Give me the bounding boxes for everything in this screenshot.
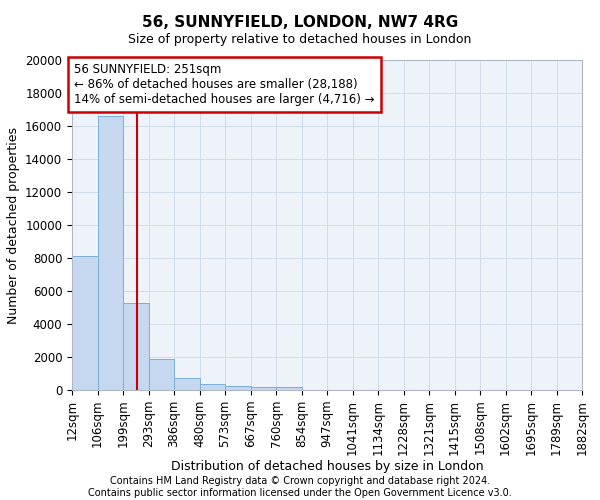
Text: Contains HM Land Registry data © Crown copyright and database right 2024.
Contai: Contains HM Land Registry data © Crown c… xyxy=(88,476,512,498)
X-axis label: Distribution of detached houses by size in London: Distribution of detached houses by size … xyxy=(170,460,484,473)
Bar xyxy=(174,378,200,390)
Bar xyxy=(251,386,276,390)
Bar xyxy=(123,302,149,390)
Text: 56 SUNNYFIELD: 251sqm
← 86% of detached houses are smaller (28,188)
14% of semi-: 56 SUNNYFIELD: 251sqm ← 86% of detached … xyxy=(74,64,374,106)
Bar xyxy=(149,360,174,390)
Bar xyxy=(225,386,251,390)
Bar xyxy=(72,256,98,390)
Bar xyxy=(276,387,302,390)
Bar xyxy=(98,116,123,390)
Bar xyxy=(200,384,225,390)
Y-axis label: Number of detached properties: Number of detached properties xyxy=(7,126,20,324)
Text: Size of property relative to detached houses in London: Size of property relative to detached ho… xyxy=(128,32,472,46)
Text: 56, SUNNYFIELD, LONDON, NW7 4RG: 56, SUNNYFIELD, LONDON, NW7 4RG xyxy=(142,15,458,30)
